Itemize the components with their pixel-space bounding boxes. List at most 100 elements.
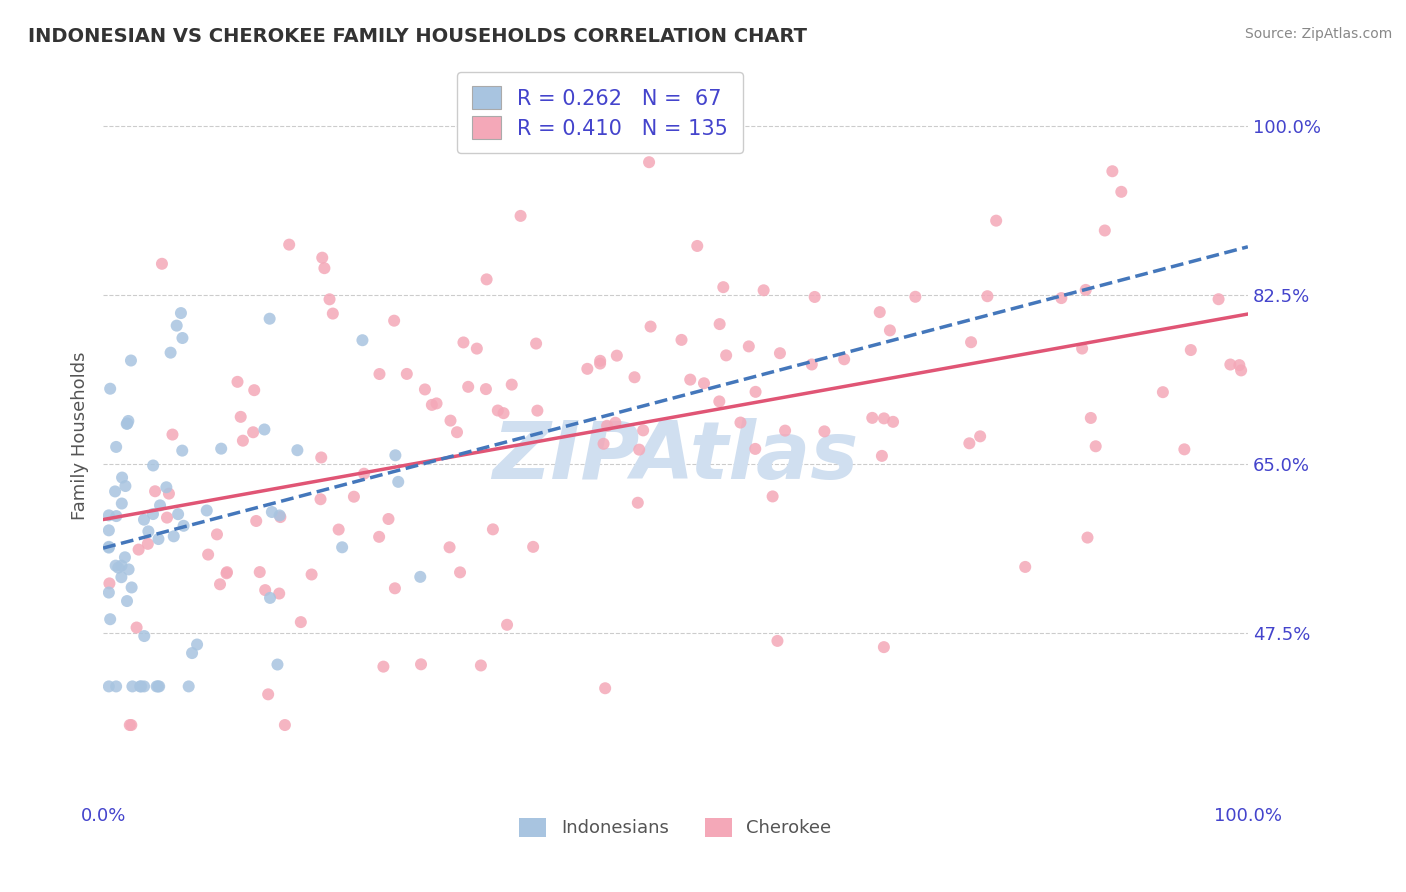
Point <box>879 323 901 337</box>
Point <box>711 280 734 294</box>
Point <box>274 718 297 732</box>
Point <box>186 638 208 652</box>
Point <box>278 237 301 252</box>
Point <box>301 567 323 582</box>
Point <box>105 509 128 524</box>
Point <box>773 424 796 438</box>
Point <box>97 508 120 523</box>
Point <box>1208 292 1230 306</box>
Point <box>97 540 120 554</box>
Point <box>475 272 498 286</box>
Point <box>98 382 121 396</box>
Point <box>150 257 173 271</box>
Point <box>1219 358 1241 372</box>
Point <box>589 357 612 371</box>
Point <box>269 510 291 524</box>
Point <box>138 524 160 539</box>
Point <box>501 377 523 392</box>
Point <box>156 510 179 524</box>
Point <box>409 570 432 584</box>
Point <box>832 352 855 367</box>
Point <box>368 367 391 381</box>
Y-axis label: Family Households: Family Households <box>72 351 89 520</box>
Point <box>769 346 792 360</box>
Point <box>111 470 134 484</box>
Point <box>232 434 254 448</box>
Point <box>714 348 737 362</box>
Point <box>449 566 471 580</box>
Point <box>439 541 461 555</box>
Point <box>762 490 785 504</box>
Point <box>121 680 143 694</box>
Point <box>368 530 391 544</box>
Point <box>986 213 1008 227</box>
Point <box>166 318 188 333</box>
Point <box>453 335 475 350</box>
Point <box>146 680 169 694</box>
Point <box>259 591 281 605</box>
Point <box>215 566 238 581</box>
Point <box>420 398 443 412</box>
Point <box>290 615 312 629</box>
Point <box>596 418 619 433</box>
Point <box>475 382 498 396</box>
Point <box>671 333 693 347</box>
Point <box>97 541 120 555</box>
Point <box>382 314 405 328</box>
Point <box>132 513 155 527</box>
Point <box>623 370 645 384</box>
Point <box>860 410 883 425</box>
Point <box>976 289 998 303</box>
Point <box>1230 363 1253 377</box>
Point <box>352 333 374 347</box>
Point <box>439 414 461 428</box>
Point <box>104 558 127 573</box>
Point <box>269 508 291 523</box>
Point <box>482 522 505 536</box>
Point <box>395 367 418 381</box>
Point <box>592 437 614 451</box>
Text: INDONESIAN VS CHEROKEE FAMILY HOUSEHOLDS CORRELATION CHART: INDONESIAN VS CHEROKEE FAMILY HOUSEHOLDS… <box>28 27 807 45</box>
Point <box>173 518 195 533</box>
Point <box>709 317 731 331</box>
Point <box>605 416 627 430</box>
Point <box>744 384 766 399</box>
Point <box>593 681 616 696</box>
Point <box>97 680 120 694</box>
Point <box>1094 223 1116 237</box>
Point <box>628 442 651 457</box>
Point <box>1152 385 1174 400</box>
Point <box>627 496 650 510</box>
Point <box>167 507 190 521</box>
Point <box>1173 442 1195 457</box>
Point <box>486 403 509 417</box>
Point <box>121 581 143 595</box>
Point <box>98 576 121 591</box>
Point <box>1050 291 1073 305</box>
Point <box>172 443 194 458</box>
Point <box>105 680 128 694</box>
Point <box>693 376 716 391</box>
Point <box>259 311 281 326</box>
Point <box>446 425 468 440</box>
Point <box>118 718 141 732</box>
Point <box>1014 560 1036 574</box>
Point <box>679 373 702 387</box>
Point <box>132 680 155 694</box>
Point <box>766 633 789 648</box>
Point <box>409 657 432 672</box>
Point <box>904 290 927 304</box>
Point <box>576 361 599 376</box>
Point <box>134 629 156 643</box>
Point <box>114 479 136 493</box>
Point <box>330 541 353 555</box>
Point <box>115 417 138 431</box>
Point <box>470 658 492 673</box>
Point <box>309 492 332 507</box>
Point <box>226 375 249 389</box>
Point <box>1074 283 1097 297</box>
Point <box>117 414 139 428</box>
Point <box>353 467 375 481</box>
Point <box>155 480 177 494</box>
Point <box>287 443 309 458</box>
